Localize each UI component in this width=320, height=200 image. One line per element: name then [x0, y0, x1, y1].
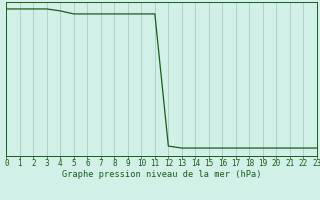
X-axis label: Graphe pression niveau de la mer (hPa): Graphe pression niveau de la mer (hPa) — [62, 170, 261, 179]
